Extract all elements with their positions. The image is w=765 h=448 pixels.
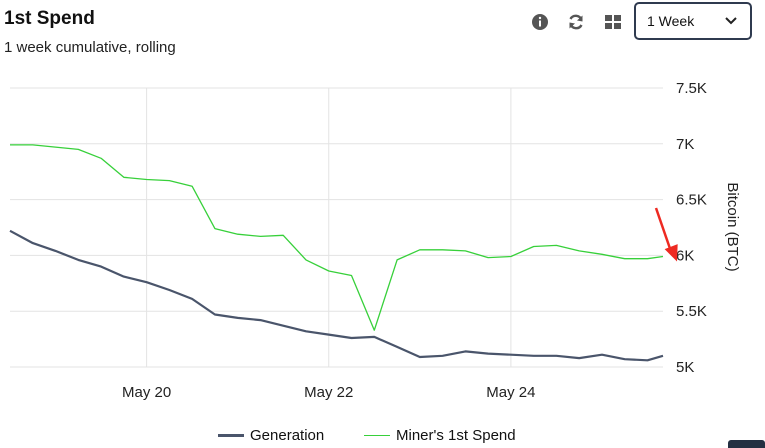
chart-subtitle: 1 week cumulative, rolling <box>4 39 176 56</box>
legend-item-generation[interactable]: Generation <box>218 427 324 444</box>
x-tick-label: May 24 <box>486 384 535 401</box>
legend-swatch-miners-1st-spend <box>364 435 390 436</box>
series-line-miners-1st-spend <box>10 144 664 331</box>
y-axis-title: Bitcoin (BTC) <box>724 182 741 271</box>
chart-legend: Generation Miner's 1st Spend <box>0 424 765 448</box>
chart-title: 1st Spend <box>4 8 95 29</box>
y-tick-label: 5.5K <box>676 303 707 320</box>
chevron-down-icon <box>724 13 738 29</box>
legend-label-miners-1st-spend: Miner's 1st Spend <box>396 427 516 444</box>
series-line-generation <box>9 229 664 362</box>
y-tick-label: 7.5K <box>676 80 707 97</box>
info-icon[interactable] <box>530 12 550 32</box>
y-tick-label: 5K <box>676 359 694 376</box>
y-tick-label: 6.5K <box>676 192 707 209</box>
y-tick-label: 6K <box>676 247 694 264</box>
x-tick-label: May 22 <box>304 384 353 401</box>
annotation-arrow-shaft <box>654 207 673 252</box>
x-tick-label: May 20 <box>122 384 171 401</box>
line-chart: 5K 5.5K 6K 6.5K 7K 7.5K May 20 May 22 May 24 Bitc… <box>9 80 741 401</box>
refresh-icon[interactable] <box>566 12 586 32</box>
legend-item-miners-1st-spend[interactable]: Miner's 1st Spend <box>364 427 516 444</box>
grid-icon[interactable] <box>603 12 623 32</box>
feedback-tab[interactable] <box>728 440 765 448</box>
y-tick-label: 7K <box>676 136 694 153</box>
legend-label-generation: Generation <box>250 427 325 444</box>
annotation-arrow-head <box>664 244 678 262</box>
range-select-value: 1 Week <box>647 13 695 29</box>
range-select[interactable]: 1 Week <box>634 2 752 40</box>
legend-swatch-generation <box>218 434 244 437</box>
